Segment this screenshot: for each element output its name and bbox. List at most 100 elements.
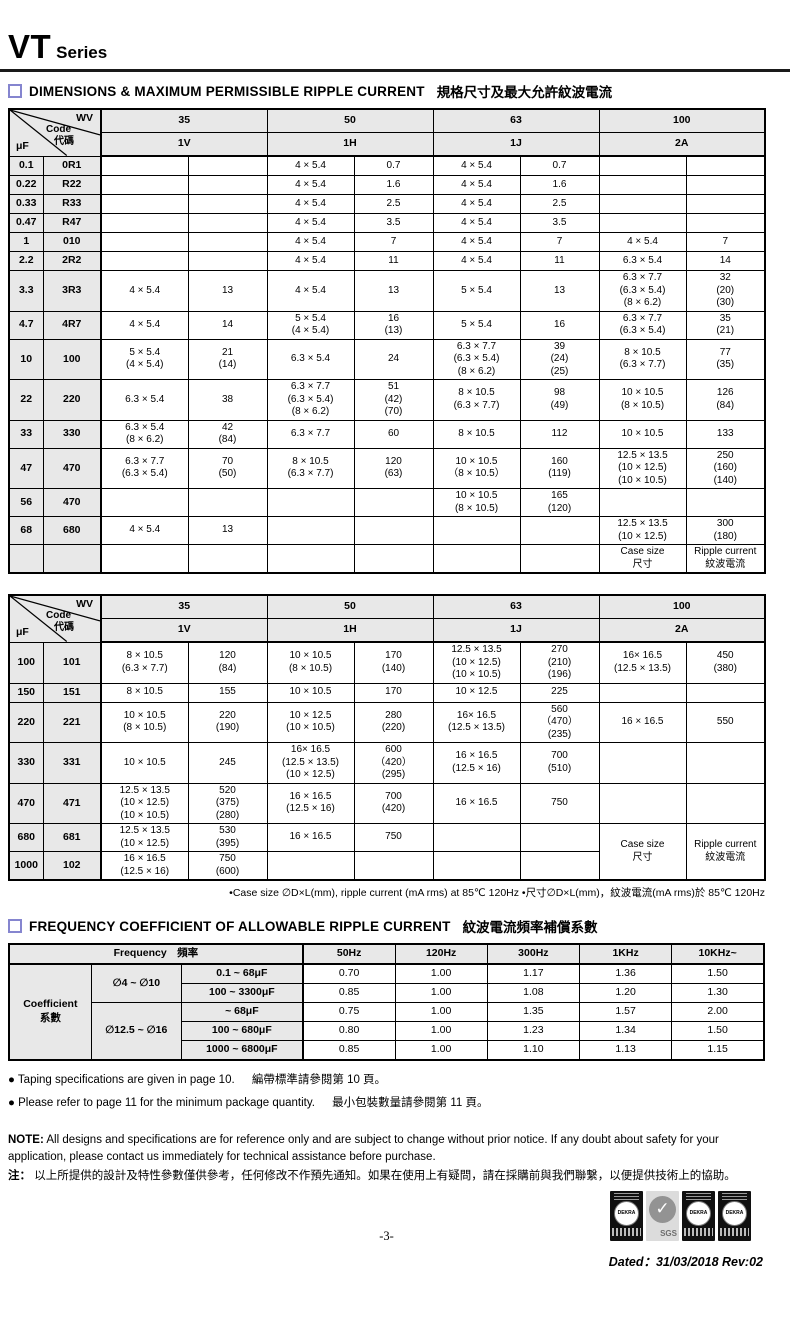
data-cell: 13 [187,270,268,312]
dimensions-ripple-table-1: WV Code 代碼 μF 35 50 63 100 1V 1H 1J 2A 0.1 0R1 4 × 5.4… [8,108,766,574]
table-row: 0.47 R47 4 × 5.4 3.5 4 × 5.4 3.5 [8,213,766,233]
data-cell: 5 × 5.4 [432,270,521,312]
uf-value-cell: 0.1 [8,155,44,176]
frequency-header-cell: Frequency 頻率 [8,943,304,965]
data-cell: 4 × 5.4 [266,213,355,233]
data-cell: 10 × 10.5 （8 × 10.5） [432,447,521,489]
data-cell [685,682,766,703]
dekra-badge-icon: DEKRA [718,1190,751,1241]
data-cell: 8 × 10.5 [100,682,189,703]
coefficient-value-cell: 1.30 [671,983,765,1003]
disclaimer-note: NOTE: All designs and specifications are… [8,1132,765,1185]
section-bullet-icon [8,84,22,98]
data-cell: 32 (20) (30) [685,270,766,312]
badge-text-lines [686,1192,711,1200]
data-cell [685,155,766,176]
package-note-en: ● Please refer to page 11 for the minimu… [8,1097,315,1109]
data-cell: 8 × 10.5 (6.3 × 7.7) [598,338,687,380]
data-cell: 6.3 × 5.4 [266,338,355,380]
dekra-badge-icon: DEKRA [682,1190,715,1241]
data-cell [519,516,600,545]
uf-value-cell: 220 [8,701,44,743]
section-title-cn: 紋波電流頻率補償系數 [462,920,598,935]
code-header-cell: 1J [432,132,600,157]
data-cell [353,516,434,545]
uf-value-cell: 0.33 [8,194,44,214]
code-value-cell: 330 [42,419,102,449]
freq-row: Coefficient 系數 ∅4 ~ ∅10 0.1 ~ 68μF 0.70 1.00 1… [8,963,765,1061]
freq-row: ∅12.5 ~ ∅16 ~ 68μF 0.75 1.00 1.35 1.57 2.00 [9,1002,765,1061]
data-cell [187,155,268,176]
series-title: VT Series [8,28,765,66]
table-row: 0.1 0R1 4 × 5.4 0.7 4 × 5.4 0.7 [8,155,766,176]
uf-value-cell: 330 [8,742,44,784]
data-cell: 520 (375) (280) [187,782,268,824]
data-cell: 77 (35) [685,338,766,380]
code-value-cell [42,544,102,574]
data-cell: 10 × 10.5 [266,682,355,703]
data-cell [519,823,600,852]
code-header-cell: 1H [266,132,434,157]
diagonal-lines-icon [10,110,100,156]
note-text-en: All designs and specifications are for r… [8,1134,719,1164]
data-cell: 6.3 × 7.7 (6.3 × 5.4) (8 × 6.2) [432,338,521,380]
data-cell: 0.7 [353,155,434,176]
data-cell [187,194,268,214]
data-cell [100,213,189,233]
data-cell: 165 (120) [519,488,600,517]
code-value-cell: 470 [42,488,102,517]
code-header-cell: 1J [432,618,600,643]
data-cell: Ripple current 紋波電流 [685,544,766,574]
table-corner-header: WV Code 代碼 μF [8,108,102,157]
data-cell [519,851,600,881]
code-value-cell: 010 [42,232,102,252]
table-row: 330 331 10 × 10.5 245 16× 16.5 (12.5 × 13.5)(… [8,742,766,784]
corner-code-label: Code [46,124,71,135]
coefficient-value-cell: 0.75 [302,1002,396,1022]
ripple-current-label-cell: Ripple current 紋波電流 [685,823,766,881]
case-size-footnote: •Case size ∅D×L(mm), ripple current (mA … [229,887,765,899]
data-cell [598,155,687,176]
data-cell [353,544,434,574]
data-cell [266,488,355,517]
data-cell: 6.3 × 5.4 [100,379,189,421]
data-cell: 450 (380) [685,641,766,684]
data-cell: 35 (21) [685,310,766,340]
data-cell: 3.5 [519,213,600,233]
wv-header-cell: 35 [100,594,268,619]
code-value-cell: R22 [42,175,102,195]
series-suffix: Series [56,43,108,62]
data-cell: 245 [187,742,268,784]
data-cell: 51 (42) (70) [353,379,434,421]
code-value-cell: 100 [42,338,102,380]
data-cell: 14 [187,310,268,340]
coefficient-value-cell: 1.20 [578,983,673,1003]
dated-revision: Dated：31/03/2018 Rev:02 [608,1254,763,1269]
code-value-cell: 680 [42,516,102,545]
table-row: 1000 102 16 × 16.5 (12.5 × 16) 750 (600) [8,851,765,881]
data-cell [266,516,355,545]
uf-value-cell: 33 [8,419,44,449]
disclaimer-en: NOTE: All designs and specifications are… [8,1132,765,1167]
data-cell: 10 × 10.5 (8 × 10.5) [598,379,687,421]
data-cell: 14 [685,251,766,271]
wv-header-cell: 100 [598,108,766,133]
data-cell: 16 × 16.5 [598,701,687,743]
coefficient-value-cell: 1.57 [578,1002,673,1022]
data-cell: 12.5 × 13.5 (10 × 12.5) [100,823,189,852]
data-cell [100,544,189,574]
data-cell [685,213,766,233]
coefficient-value-cell: 1.35 [486,1002,580,1022]
corner-codecn-label: 代碼 [54,622,74,633]
diagonal-lines-icon [10,596,100,642]
title-divider [0,69,790,72]
data-cell: 8 × 10.5 (6.3 × 7.7) [100,641,189,684]
frequency-column-header: 120Hz [394,943,488,965]
coefficient-value-cell: 0.70 [302,963,396,984]
data-cell: 39 (24) (25) [519,338,600,380]
coefficient-value-cell: 0.85 [302,1040,396,1061]
code-header-cell: 2A [598,132,766,157]
section-title-en: FREQUENCY COEFFICIENT OF ALLOWABLE RIPPL… [29,918,451,934]
uf-value-cell: 10 [8,338,44,380]
